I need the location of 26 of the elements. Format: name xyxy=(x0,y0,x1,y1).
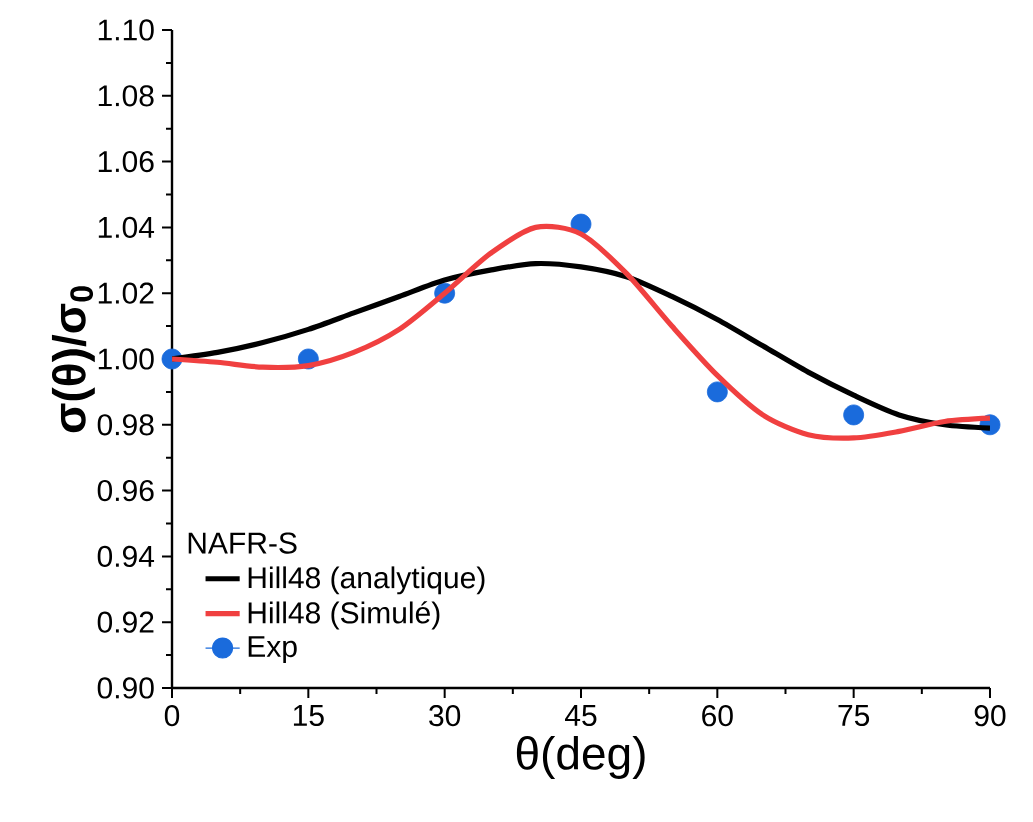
x-axis-title: θ(deg) xyxy=(516,736,645,779)
legend-title: NAFR-S xyxy=(188,532,297,554)
legend-label: Exp xyxy=(248,636,297,664)
y-tick-label: 0.92 xyxy=(97,611,154,633)
y-tick-label: 0.98 xyxy=(97,414,154,436)
y-tick-label: 1.06 xyxy=(98,150,154,173)
y-tick-label: 0.96 xyxy=(97,479,154,502)
y-tick-label: 1.00 xyxy=(98,348,154,370)
y-tick-label: 1.04 xyxy=(98,216,155,238)
y-tick-label: 1.10 xyxy=(98,19,154,41)
x-tick-label: 60 xyxy=(702,705,733,727)
legend-label: Hill48 (analytique) xyxy=(248,566,485,595)
y-axis-title: σ(θ)/σ$_{0}$ xyxy=(51,286,95,433)
x-tick-label: 30 xyxy=(429,705,461,727)
x-tick-label: 0 xyxy=(164,705,180,727)
x-tick-label: 75 xyxy=(838,705,870,726)
point xyxy=(706,381,728,403)
x-tick-label: 45 xyxy=(565,705,597,726)
x-tick-label: 15 xyxy=(293,705,324,726)
y-tick-label: 1.08 xyxy=(98,85,154,107)
y-tick-label: 0.90 xyxy=(97,677,154,699)
point xyxy=(843,404,865,426)
y-tick-label: 0.94 xyxy=(97,545,155,567)
y-tick-label: 1.02 xyxy=(98,282,154,304)
legend-label: Hill48 (Simulé) xyxy=(248,601,440,630)
x-tick-label: 90 xyxy=(974,705,1006,727)
